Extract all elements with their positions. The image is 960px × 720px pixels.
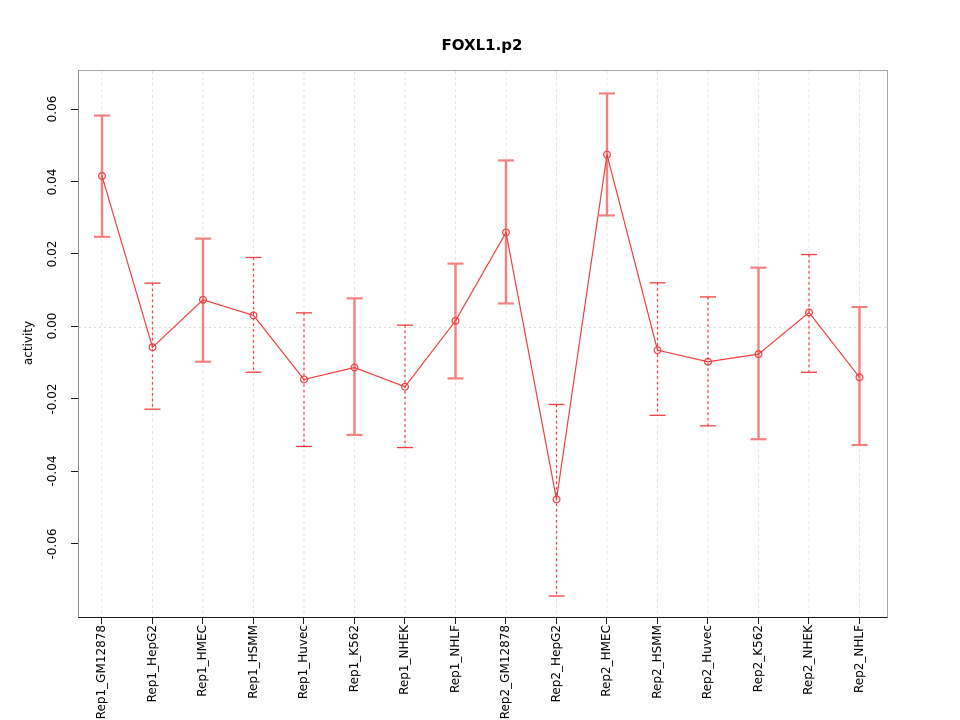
data-point bbox=[552, 495, 561, 504]
x-tick-label: Rep2_K562 bbox=[750, 625, 765, 693]
y-tick bbox=[71, 253, 78, 255]
y-tick bbox=[71, 181, 78, 183]
y-tick-label: -0.06 bbox=[45, 528, 59, 560]
x-tick-label: Rep2_Huvec bbox=[700, 625, 714, 700]
x-tick bbox=[606, 617, 607, 624]
y-tick bbox=[71, 108, 78, 110]
data-point bbox=[502, 228, 511, 237]
x-tick-label: Rep2_NHLF bbox=[851, 625, 866, 694]
x-tick-label: Rep2_HMEC bbox=[599, 625, 613, 697]
y-tick-label: 0.00 bbox=[45, 312, 59, 340]
chart-canvas bbox=[79, 71, 887, 617]
x-tick-label: Rep1_HSMM bbox=[245, 625, 260, 699]
x-tick-label: Rep1_HepG2 bbox=[144, 625, 159, 703]
data-point bbox=[148, 343, 157, 352]
x-tick bbox=[353, 617, 355, 624]
x-tick bbox=[101, 617, 102, 624]
data-point bbox=[451, 316, 460, 325]
data-point bbox=[855, 373, 864, 382]
x-tick-label: Rep2_HSMM bbox=[649, 625, 664, 699]
x-tick bbox=[555, 617, 557, 624]
x-tick-label: Rep1_HMEC bbox=[195, 625, 209, 697]
y-tick-label: 0.02 bbox=[45, 240, 59, 268]
data-point bbox=[804, 308, 813, 317]
y-tick bbox=[71, 398, 78, 400]
y-axis-label: activity bbox=[21, 320, 35, 366]
x-tick bbox=[252, 617, 254, 624]
data-point bbox=[602, 150, 611, 159]
y-tick bbox=[71, 325, 78, 327]
y-tick bbox=[71, 470, 78, 472]
x-tick-label: Rep1_K562 bbox=[346, 625, 361, 693]
x-tick bbox=[757, 617, 759, 624]
y-tick-label: -0.02 bbox=[45, 383, 59, 415]
data-point bbox=[401, 382, 410, 391]
chart-title: FOXL1.p2 bbox=[441, 36, 523, 54]
y-tick bbox=[71, 543, 78, 545]
y-tick-label: 0.06 bbox=[45, 95, 59, 123]
x-tick bbox=[707, 617, 708, 624]
x-tick bbox=[202, 617, 203, 624]
x-tick bbox=[808, 617, 809, 624]
data-point bbox=[754, 350, 763, 359]
data-point bbox=[350, 363, 359, 372]
series-line bbox=[101, 154, 860, 500]
plot-area bbox=[78, 70, 888, 618]
x-tick bbox=[858, 617, 860, 624]
y-tick-label: -0.04 bbox=[45, 455, 59, 487]
y-tick-label: 0.04 bbox=[45, 168, 59, 195]
data-point bbox=[653, 346, 662, 355]
x-tick-label: Rep1_Huvec bbox=[296, 625, 310, 700]
data-point bbox=[703, 357, 712, 366]
x-tick bbox=[303, 617, 304, 624]
x-tick bbox=[454, 617, 456, 624]
x-tick-label: Rep2_HepG2 bbox=[548, 625, 563, 703]
x-tick-label: Rep1_NHEK bbox=[397, 625, 411, 695]
data-point bbox=[300, 375, 309, 384]
x-tick bbox=[656, 617, 658, 624]
data-point bbox=[198, 295, 207, 304]
x-tick-label: Rep2_NHEK bbox=[801, 625, 815, 695]
x-tick bbox=[404, 617, 405, 624]
x-tick bbox=[151, 617, 153, 624]
x-tick bbox=[505, 617, 506, 624]
x-tick-label: Rep1_NHLF bbox=[447, 625, 462, 694]
x-tick-label: Rep2_GM12878 bbox=[498, 625, 512, 720]
x-tick-label: Rep1_GM12878 bbox=[94, 625, 108, 720]
data-point bbox=[98, 171, 107, 180]
data-point bbox=[249, 311, 258, 320]
